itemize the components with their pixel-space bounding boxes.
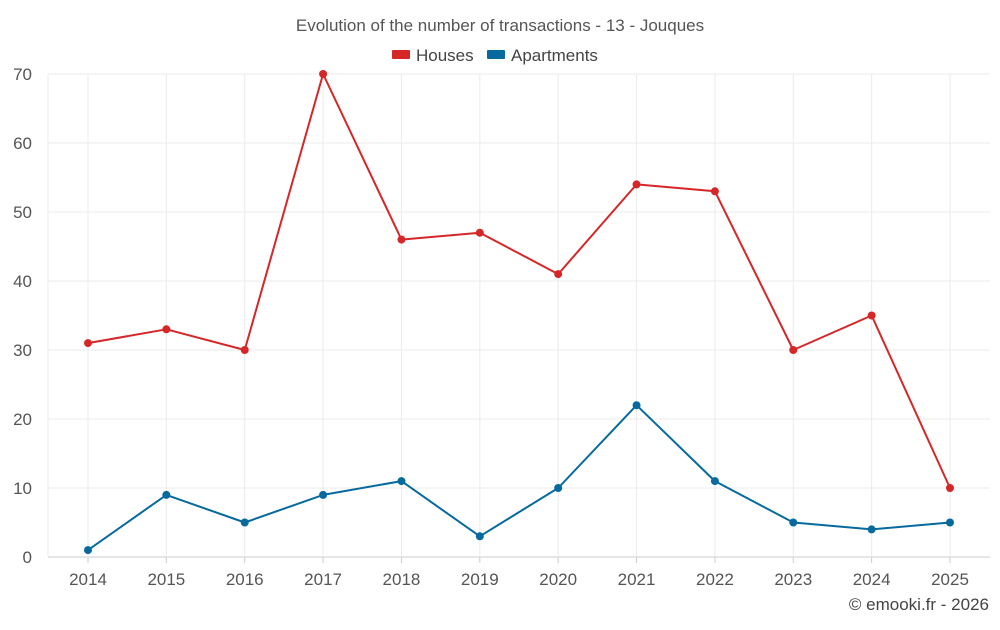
- data-point-houses-2025[interactable]: [946, 484, 954, 492]
- x-tick-label: 2023: [774, 570, 812, 589]
- data-point-houses-2024[interactable]: [867, 311, 876, 320]
- legend-swatch-houses: [392, 50, 410, 59]
- data-point-houses-2015[interactable]: [162, 325, 171, 334]
- series-line-apartments: [87, 404, 951, 551]
- gridlines: [47, 73, 990, 563]
- x-tick-label: 2014: [69, 570, 107, 589]
- y-tick-label: 20: [13, 410, 32, 429]
- data-point-houses-2018[interactable]: [397, 235, 406, 244]
- y-tick-label: 70: [13, 65, 32, 84]
- credit-text: © emooki.fr - 2026: [849, 595, 989, 614]
- data-point-apartments-2022[interactable]: [710, 477, 719, 486]
- y-tick-label: 60: [13, 134, 32, 153]
- y-tick-label: 40: [13, 272, 32, 291]
- x-tick-label: 2018: [383, 570, 421, 589]
- data-point-apartments-2014[interactable]: [84, 546, 92, 555]
- data-point-apartments-2016[interactable]: [240, 518, 249, 527]
- data-point-apartments-2020[interactable]: [554, 484, 563, 492]
- x-tick-label: 2021: [618, 570, 656, 589]
- data-point-houses-2020[interactable]: [554, 270, 563, 279]
- data-point-houses-2019[interactable]: [475, 228, 484, 237]
- x-tick-label: 2020: [539, 570, 577, 589]
- data-point-apartments-2017[interactable]: [319, 490, 328, 499]
- series-apartments: [84, 401, 954, 555]
- chart-title: Evolution of the number of transactions …: [296, 16, 704, 35]
- x-tick-label: 2022: [696, 570, 734, 589]
- series-houses: [84, 70, 954, 492]
- x-tick-label: 2025: [931, 570, 969, 589]
- data-point-apartments-2018[interactable]: [397, 477, 406, 486]
- y-tick-label: 50: [13, 203, 32, 222]
- x-tick-label: 2015: [147, 570, 185, 589]
- y-tick-label: 10: [13, 479, 32, 498]
- data-point-houses-2021[interactable]: [632, 180, 641, 189]
- series-layer: [84, 70, 954, 555]
- data-point-houses-2023[interactable]: [789, 346, 798, 354]
- data-point-houses-2017[interactable]: [319, 70, 328, 78]
- x-tick-label: 2016: [226, 570, 264, 589]
- legend-swatch-apartments: [487, 50, 505, 59]
- legend-label-apartments[interactable]: Apartments: [511, 46, 598, 65]
- data-point-houses-2016[interactable]: [240, 346, 249, 354]
- y-tick-label: 30: [13, 341, 32, 360]
- data-point-houses-2022[interactable]: [710, 187, 719, 196]
- x-tick-label: 2017: [304, 570, 342, 589]
- x-tick-label: 2019: [461, 570, 499, 589]
- series-line-houses: [87, 73, 951, 489]
- legend-label-houses[interactable]: Houses: [416, 46, 474, 65]
- data-point-apartments-2023[interactable]: [789, 518, 798, 527]
- data-point-apartments-2019[interactable]: [475, 532, 484, 541]
- data-point-apartments-2025[interactable]: [946, 518, 954, 527]
- data-point-apartments-2015[interactable]: [162, 490, 171, 499]
- legend: Houses Apartments: [392, 46, 598, 65]
- x-tick-label: 2024: [853, 570, 891, 589]
- data-point-apartments-2024[interactable]: [867, 525, 876, 534]
- y-tick-label: 0: [23, 548, 32, 567]
- data-point-houses-2014[interactable]: [84, 339, 92, 348]
- data-point-apartments-2021[interactable]: [632, 401, 641, 410]
- x-axis-ticks: 2014 2015 2016 2017 2018 2019 2020 2021 2022 2023…: [69, 570, 969, 589]
- y-axis-ticks: 0 10 20 30 40 50 60 70: [13, 65, 32, 567]
